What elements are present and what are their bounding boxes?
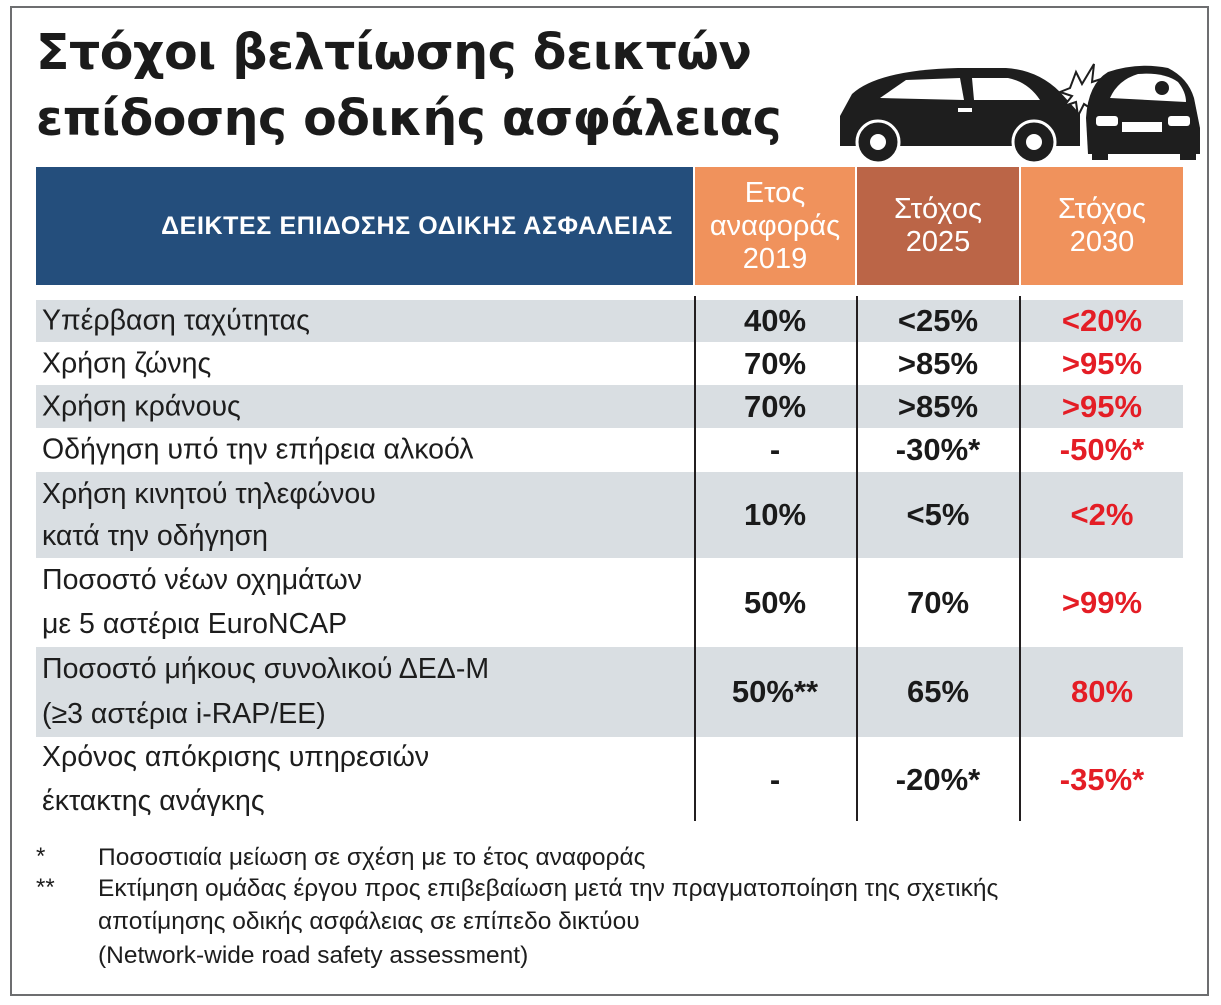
reference-value: 50%** [731,674,819,709]
header-ref-line-1: Ετος [744,176,806,209]
row-label-line-2: κατά την οδήγηση [42,520,269,552]
target-2030-value: 80% [1070,674,1134,709]
row-label-line-1: Χρόνος απόκρισης υπηρεσιών [42,741,430,773]
row-label-line-1: Χρήση κινητού τηλεφώνου [42,478,376,510]
column-divider [1019,296,1021,821]
target-2030-value: -50%* [1059,432,1145,467]
footnote-symbol: * [36,843,46,870]
row-label: Υπέρβαση ταχύτητας [42,304,310,337]
reference-value: - [769,432,781,467]
table-row: Χρόνος απόκρισης υπηρεσιών έκτακτης ανάγ… [36,737,1183,823]
header-ref-line-3: 2019 [742,242,808,275]
header-target-2030: Στόχος 2030 [1021,167,1183,285]
footnote-text-line-1: Εκτίμηση ομάδας έργου προς επιβεβαίωση μ… [98,875,999,902]
column-divider [694,296,696,821]
header-indicators-label: ΔΕΙΚΤΕΣ ΕΠΙΔΟΣΗΣ ΟΔΙΚΗΣ ΑΣΦΑΛΕΙΑΣ [161,211,673,240]
reference-value: 70% [743,345,807,381]
row-label-line-2: με 5 αστέρια EuroNCAP [42,608,348,640]
target-2025-value: 65% [906,674,970,709]
front-car-windshield [1110,73,1186,102]
car-crash-icon [840,63,1200,165]
infographic-frame [10,6,1209,996]
reference-value: 50% [743,584,807,620]
rear-car-window [880,78,964,100]
header-2025-line-1: Στόχος [894,193,982,225]
target-2025-value: >85% [897,345,979,381]
table-row: Χρήση κράνους 70% >85% >95% [36,385,1183,428]
header-reference-year: Ετος αναφοράς 2019 [695,167,855,285]
title-line-1: Στόχοι βελτίωσης δεικτών [36,24,752,81]
header-target-2025: Στόχος 2025 [857,167,1019,285]
target-2030-value: -35%* [1059,762,1145,797]
table-row: Ποσοστό νέων οχημάτων με 5 αστέρια EuroN… [36,558,1183,647]
header-indicators: ΔΕΙΚΤΕΣ ΕΠΙΔΟΣΗΣ ΟΔΙΚΗΣ ΑΣΦΑΛΕΙΑΣ [36,167,693,285]
header-ref-line-2: αναφοράς [709,209,841,242]
footnote-text-line-2: αποτίμησης οδικής ασφάλειας σε επίπεδο δ… [98,908,640,935]
table-row: Οδήγηση υπό την επήρεια αλκοόλ - -30%* -… [36,428,1183,472]
footnote-symbol: ** [36,874,55,901]
header-2025-line-2: 2025 [905,226,971,258]
row-label: Χρήση ζώνης [42,347,212,379]
front-car-headlight-1 [1096,116,1118,126]
target-2025-value: >85% [897,388,979,424]
rear-car-handle [958,108,972,112]
row-label-line-2: έκτακτης ανάγκης [42,785,265,817]
title-line-2: επίδοσης οδικής ασφάλειας [36,90,782,147]
reference-value: - [769,762,781,797]
row-label-line-2: (≥3 αστέρια i-RAP/EE) [42,698,326,730]
table-row: Χρήση κινητού τηλεφώνου κατά την οδήγηση… [36,472,1183,558]
target-2025-value: <5% [906,497,970,532]
reference-value: 70% [743,388,807,424]
row-label: Οδήγηση υπό την επήρεια αλκοόλ [42,433,474,466]
row-label: Χρήση κράνους [42,390,241,422]
header-2030-line-2: 2030 [1069,226,1135,258]
row-label-line-1: Ποσοστό νέων οχημάτων [42,564,363,596]
target-2030-value: >95% [1061,345,1143,381]
reference-value: 10% [743,497,807,532]
rear-car-window-2 [972,78,1040,100]
target-2030-value: <2% [1070,497,1134,532]
table-row: Υπέρβαση ταχύτητας 40% <25% <20% [36,300,1183,342]
footnote-text: Ποσοστιαία μείωση σε σχέση με το έτος αν… [98,844,646,871]
target-2030-value: <20% [1061,303,1143,338]
infographic-title: Στόχοι βελτίωσης δεικτών επίδοσης οδικής… [36,20,782,152]
front-car-headlight-2 [1168,116,1190,126]
target-2025-value: 70% [906,584,970,620]
table-row: Ποσοστό μήκους συνολικού ΔΕΔ-Μ (≥3 αστέρ… [36,647,1183,737]
reference-value: 40% [743,303,807,338]
target-2030-value: >95% [1061,388,1143,424]
column-divider [856,296,858,821]
table-row: Χρήση ζώνης 70% >85% >95% [36,342,1183,385]
target-2025-value: <25% [897,303,979,338]
target-2030-value: >99% [1061,584,1143,620]
target-2025-value: -30%* [895,432,981,467]
row-label-line-1: Ποσοστό μήκους συνολικού ΔΕΔ-Μ [42,653,490,685]
footnote-text-line-3: (Network-wide road safety assessment) [98,942,529,969]
header-2030-line-1: Στόχος [1058,193,1146,225]
target-2025-value: -20%* [895,762,981,797]
